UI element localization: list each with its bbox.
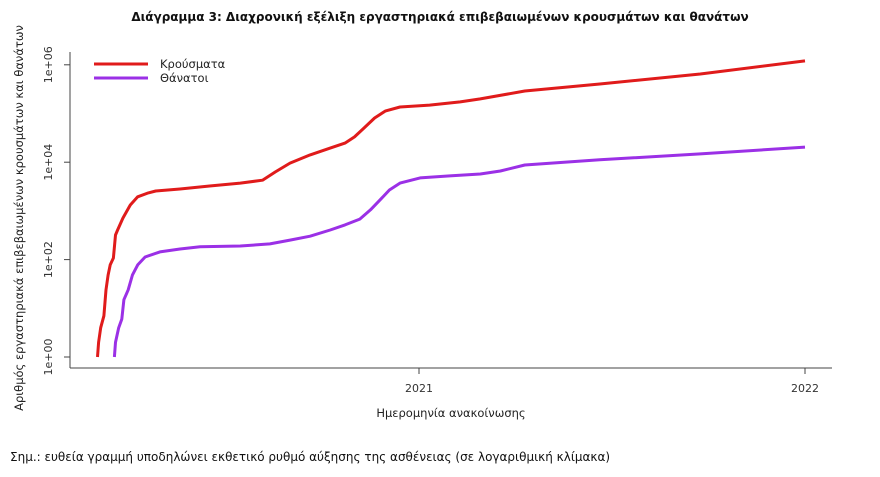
legend-label: Θάνατοι bbox=[160, 71, 209, 85]
y-axis-label: Αριθμός εργαστηριακά επιβεβαιωμένων κρου… bbox=[12, 25, 26, 411]
series-line-cases bbox=[96, 59, 806, 358]
y-tick-label: 1e+06 bbox=[42, 46, 55, 83]
chart-title: Διάγραμμα 3: Διαχρονική εξέλιξη εργαστηρ… bbox=[131, 10, 749, 24]
x-axis-label: Ημερομηνία ανακοίνωσης bbox=[376, 406, 525, 420]
chart-note: Σημ.: ευθεία γραμμή υποδηλώνει εκθετικό … bbox=[10, 450, 611, 464]
legend-label: Κρούσματα bbox=[160, 57, 226, 71]
y-tick-label: 1e+02 bbox=[42, 241, 55, 278]
y-tick-label: 1e+04 bbox=[42, 144, 55, 181]
series-line-deaths bbox=[112, 145, 806, 358]
x-tick-label: 2021 bbox=[405, 382, 433, 395]
x-tick-label: 2022 bbox=[791, 382, 819, 395]
y-tick-label: 1e+00 bbox=[42, 339, 55, 376]
